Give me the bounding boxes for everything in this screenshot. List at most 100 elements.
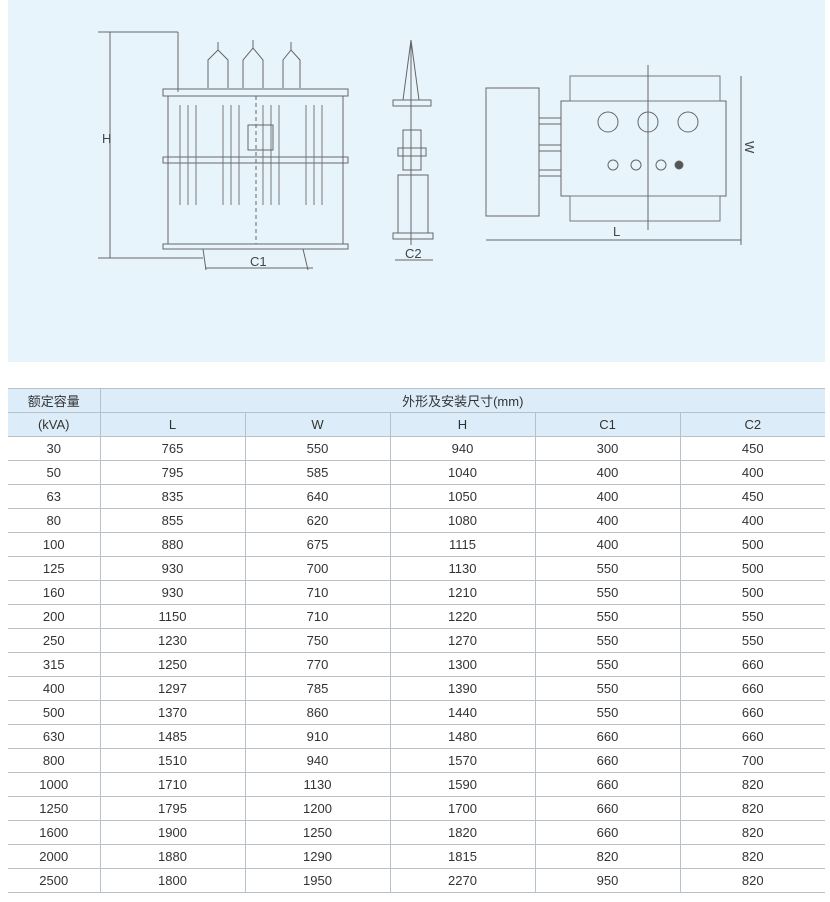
table-row: 250 1230 750 1270 550 550 [8, 628, 825, 653]
dimension-cell: 400 [679, 508, 825, 533]
table-row: 1000 1710 1130 1590 660 820 [8, 772, 825, 797]
dimension-cell: 910 [244, 724, 390, 749]
table-row: 63 835 640 1050 400 450 [8, 484, 825, 509]
dimension-cell: 1150 [99, 604, 245, 629]
dimension-cell: 660 [534, 796, 680, 821]
capacity-cell: 1250 [8, 796, 100, 821]
table-row: 125 930 700 1130 550 500 [8, 556, 825, 581]
table-row: 315 1250 770 1300 550 660 [8, 652, 825, 677]
dimension-cell: 660 [679, 724, 825, 749]
dimension-cell: 550 [534, 604, 680, 629]
dimension-cell: 550 [534, 628, 680, 653]
table-row: 200 1150 710 1220 550 550 [8, 604, 825, 629]
dimension-cell: 400 [534, 484, 680, 509]
column-header: L [99, 412, 245, 437]
dimension-cell: 550 [534, 652, 680, 677]
dimension-cell: 500 [679, 556, 825, 581]
dimension-cell: 820 [679, 844, 825, 869]
capacity-header: 额定容量 [8, 388, 100, 413]
dimension-cell: 1250 [99, 652, 245, 677]
dimension-cell: 820 [679, 868, 825, 893]
dim-label-L: L [613, 224, 620, 239]
dimension-cell: 1440 [389, 700, 535, 725]
dimension-cell: 855 [99, 508, 245, 533]
table-row: 100 880 675 1115 400 500 [8, 532, 825, 557]
dimension-cell: 1050 [389, 484, 535, 509]
transformer-outline-drawing: H C1 C2 L W [8, 0, 825, 362]
dimension-cell: 400 [679, 460, 825, 485]
dimension-cell: 1485 [99, 724, 245, 749]
dimension-cell: 1220 [389, 604, 535, 629]
dimension-cell: 1270 [389, 628, 535, 653]
dimension-cell: 550 [244, 436, 390, 461]
dimension-cell: 820 [679, 820, 825, 845]
dimension-cell: 300 [534, 436, 680, 461]
capacity-cell: 315 [8, 652, 100, 677]
dimension-cell: 550 [534, 556, 680, 581]
dimension-cell: 750 [244, 628, 390, 653]
dimensions-table: 额定容量 外形及安装尺寸(mm) (kVA) L W H C1 C2 30 765… [8, 388, 825, 893]
dimension-cell: 940 [244, 748, 390, 773]
capacity-cell: 1600 [8, 820, 100, 845]
dimension-cell: 660 [534, 748, 680, 773]
dimension-cell: 1200 [244, 796, 390, 821]
dimension-cell: 400 [534, 508, 680, 533]
dimension-cell: 550 [679, 604, 825, 629]
capacity-cell: 500 [8, 700, 100, 725]
dimension-cell: 450 [679, 484, 825, 509]
dimension-cell: 660 [679, 700, 825, 725]
dimension-cell: 660 [679, 652, 825, 677]
dimension-cell: 1480 [389, 724, 535, 749]
dimension-cell: 1570 [389, 748, 535, 773]
dimension-cell: 1590 [389, 772, 535, 797]
dimension-cell: 940 [389, 436, 535, 461]
dimension-cell: 660 [534, 820, 680, 845]
dimension-cell: 550 [534, 580, 680, 605]
dimension-cell: 500 [679, 580, 825, 605]
capacity-cell: 630 [8, 724, 100, 749]
dimension-cell: 820 [679, 796, 825, 821]
dimension-cell: 1900 [99, 820, 245, 845]
dimension-cell: 1815 [389, 844, 535, 869]
column-header: H [389, 412, 535, 437]
capacity-cell: 30 [8, 436, 100, 461]
dimension-cell: 765 [99, 436, 245, 461]
dimension-cell: 1795 [99, 796, 245, 821]
capacity-cell: 800 [8, 748, 100, 773]
dimension-cell: 450 [679, 436, 825, 461]
dimension-cell: 1510 [99, 748, 245, 773]
dimension-cell: 710 [244, 604, 390, 629]
top-view [485, 65, 742, 245]
dimension-cell: 400 [534, 532, 680, 557]
table-row: 400 1297 785 1390 550 660 [8, 676, 825, 701]
table-row: 80 855 620 1080 400 400 [8, 508, 825, 533]
dimension-cell: 860 [244, 700, 390, 725]
dimension-cell: 1115 [389, 532, 535, 557]
table-row: 500 1370 860 1440 550 660 [8, 700, 825, 725]
dimension-cell: 2270 [389, 868, 535, 893]
dimension-cell: 880 [99, 532, 245, 557]
dimension-cell: 400 [534, 460, 680, 485]
dimension-cell: 1370 [99, 700, 245, 725]
dimension-cell: 1880 [99, 844, 245, 869]
capacity-cell: 160 [8, 580, 100, 605]
dimension-cell: 550 [534, 676, 680, 701]
dimension-cell: 1130 [389, 556, 535, 581]
dimension-cell: 1297 [99, 676, 245, 701]
table-row: 160 930 710 1210 550 500 [8, 580, 825, 605]
dimension-cell: 640 [244, 484, 390, 509]
dimension-cell: 585 [244, 460, 390, 485]
dimension-cell: 660 [534, 772, 680, 797]
dimension-cell: 930 [99, 580, 245, 605]
capacity-cell: 100 [8, 532, 100, 557]
capacity-cell: 80 [8, 508, 100, 533]
table-row: 630 1485 910 1480 660 660 [8, 724, 825, 749]
dimensions-header: 外形及安装尺寸(mm) [99, 388, 825, 413]
dimension-cell: 1290 [244, 844, 390, 869]
dimension-cell: 950 [534, 868, 680, 893]
capacity-cell: 63 [8, 484, 100, 509]
side-view [392, 39, 434, 261]
dimension-cell: 700 [679, 748, 825, 773]
table-row: 2000 1880 1290 1815 820 820 [8, 844, 825, 869]
dimension-cell: 1080 [389, 508, 535, 533]
